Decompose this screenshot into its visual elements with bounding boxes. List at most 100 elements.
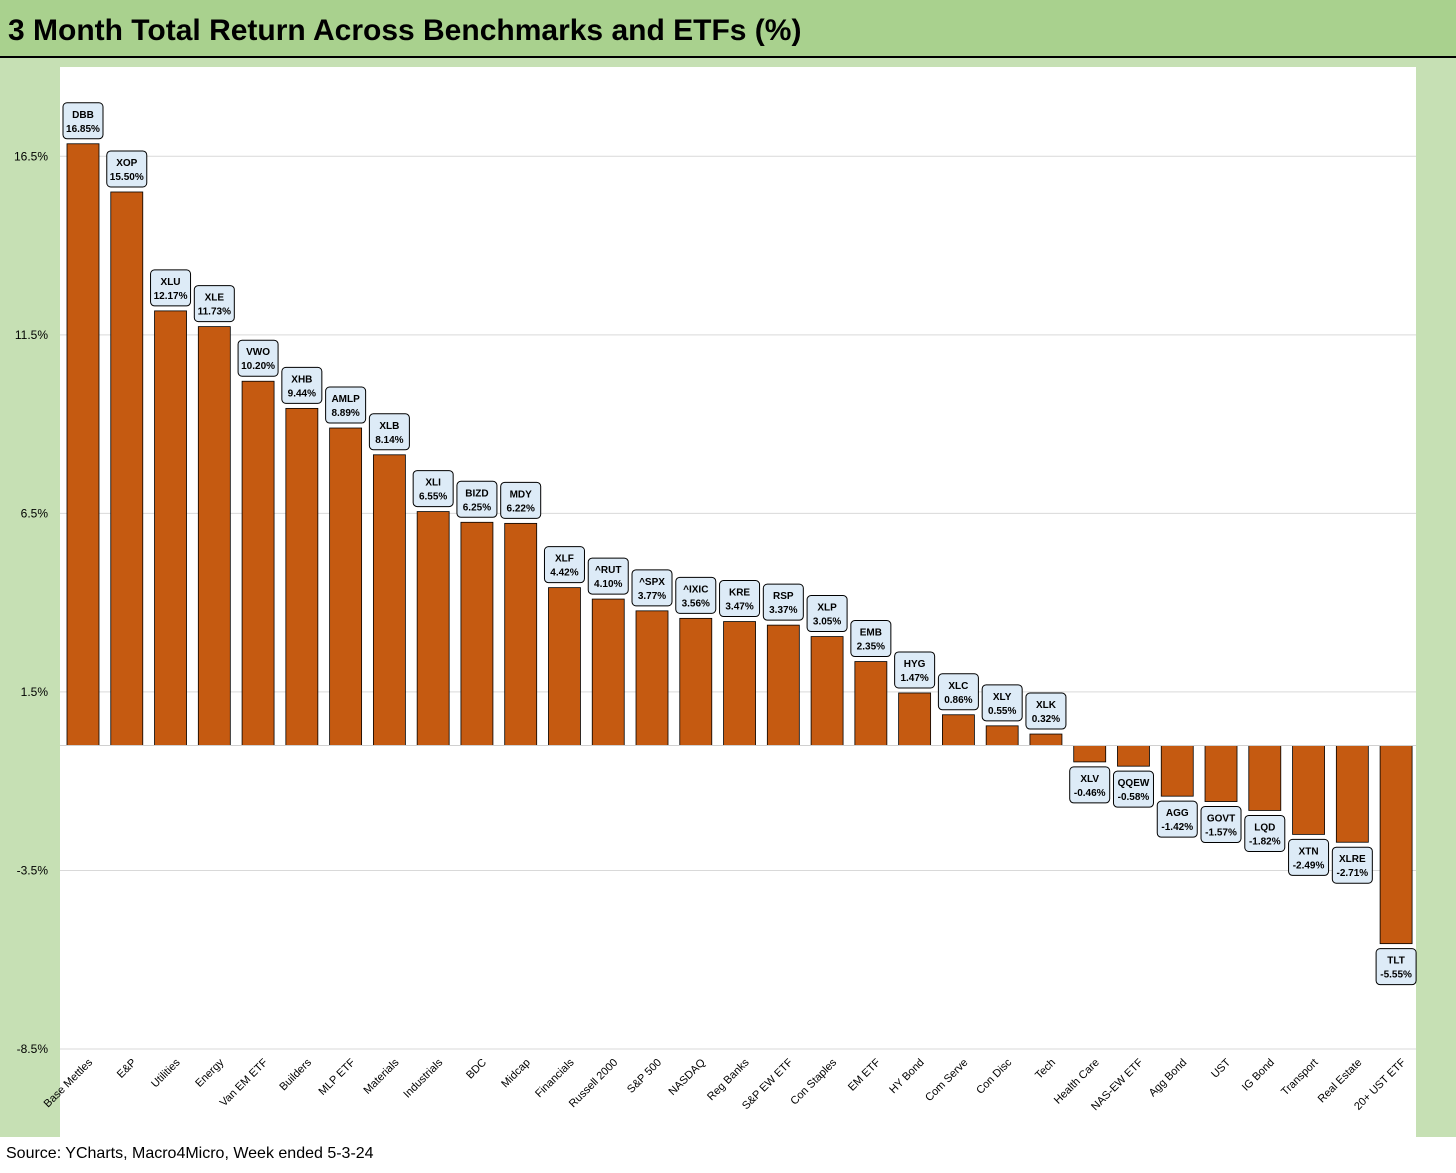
data-label: DBB 16.85%: [62, 102, 104, 140]
bar: [1379, 745, 1413, 945]
data-label-box: [193, 285, 235, 323]
data-label-ticker: MDY: [510, 489, 533, 500]
data-label: XLP 3.05%: [806, 595, 848, 633]
bar: [679, 617, 713, 746]
y-tick-label: -3.5%: [17, 863, 49, 877]
bar: [329, 427, 363, 746]
data-label-value: 3.56%: [682, 598, 710, 609]
data-label-value: 6.22%: [507, 503, 535, 514]
data-label-ticker: DBB: [72, 110, 94, 121]
y-tick-label: 6.5%: [21, 506, 49, 520]
data-label-box: [62, 102, 104, 140]
data-label-ticker: XLI: [425, 478, 441, 489]
data-label-ticker: XLU: [161, 277, 181, 288]
bar: [898, 692, 932, 746]
data-label-value: 8.89%: [331, 408, 359, 419]
data-label-ticker: XLB: [379, 421, 399, 432]
data-label-box: [937, 673, 979, 711]
data-label-ticker: XLE: [205, 293, 225, 304]
bar: [1160, 745, 1194, 797]
bar: [197, 326, 231, 746]
bar: [766, 624, 800, 746]
source-note: Source: YCharts, Macro4Micro, Week ended…: [6, 1145, 374, 1162]
data-label-box: [1112, 770, 1154, 808]
data-label-ticker: XLY: [993, 692, 1012, 703]
data-label-ticker: AGG: [1166, 808, 1189, 819]
data-label-box: [631, 569, 673, 607]
data-label-value: 15.50%: [110, 172, 144, 183]
bar: [66, 143, 100, 746]
bar: [1248, 745, 1282, 811]
data-label: XHB 9.44%: [281, 366, 323, 404]
data-label-box: [1069, 766, 1111, 804]
data-label: BIZD 6.25%: [456, 480, 498, 518]
data-label-value: 3.77%: [638, 591, 666, 602]
data-label-value: -0.46%: [1074, 788, 1106, 799]
data-label: AGG -1.42%: [1156, 800, 1198, 838]
y-tick-label: 16.5%: [14, 149, 48, 163]
data-label: QQEW -0.58%: [1112, 770, 1154, 808]
data-label-box: [806, 595, 848, 633]
data-label: AMLP 8.89%: [325, 386, 367, 424]
data-label-value: 0.86%: [944, 695, 972, 706]
data-label: ^IXIC 3.56%: [675, 576, 717, 614]
data-label-box: [543, 546, 585, 584]
data-label-box: [106, 150, 148, 188]
bars: [66, 143, 1413, 945]
data-label-value: -2.49%: [1293, 860, 1325, 871]
data-label-ticker: XLF: [555, 554, 574, 565]
bar: [1335, 745, 1369, 843]
data-label-box: [1288, 838, 1330, 876]
data-label: XLC 0.86%: [937, 673, 979, 711]
data-label-box: [1244, 814, 1286, 852]
data-label-ticker: EMB: [860, 628, 882, 639]
data-label-ticker: XLC: [948, 681, 968, 692]
bar: [1292, 745, 1325, 835]
bar: [1204, 745, 1238, 802]
bar: [416, 511, 450, 746]
data-label: XLU 12.17%: [150, 269, 192, 307]
data-label-value: 11.73%: [198, 307, 231, 318]
data-label-box: [1200, 806, 1242, 844]
data-label-box: [456, 480, 498, 518]
data-label-ticker: XLRE: [1339, 854, 1366, 865]
y-axis-ticks: -8.5% -3.5% 1.5% 6.5% 11.5% 16.5%: [14, 149, 48, 1056]
data-label-ticker: KRE: [729, 588, 750, 599]
data-label-value: 10.20%: [241, 361, 275, 372]
bar: [372, 454, 406, 746]
data-label: TLT -5.55%: [1375, 948, 1417, 986]
data-label: XLK 0.32%: [1025, 692, 1067, 730]
data-label-box: [368, 413, 410, 451]
data-label: ^RUT 4.10%: [587, 557, 629, 595]
data-label-box: [1331, 846, 1373, 884]
data-label-value: -1.57%: [1205, 828, 1237, 839]
data-label-value: 4.10%: [594, 579, 622, 590]
data-label-box: [325, 386, 367, 424]
y-tick-label: 11.5%: [15, 328, 48, 342]
data-label-value: -1.82%: [1249, 836, 1281, 847]
data-label-ticker: XTN: [1299, 846, 1319, 857]
bar: [110, 191, 144, 746]
footer: Source: YCharts, Macro4Micro, Week ended…: [0, 1137, 1456, 1173]
data-label-ticker: LQD: [1254, 822, 1275, 833]
data-label-box: [894, 651, 936, 689]
data-label: XLRE -2.71%: [1331, 846, 1373, 884]
bar: [985, 725, 1019, 746]
data-label: RSP 3.37%: [762, 583, 804, 621]
data-label-value: 2.35%: [857, 642, 885, 653]
data-label-value: -2.71%: [1336, 868, 1368, 879]
bar: [241, 380, 275, 746]
data-label-box: [587, 557, 629, 595]
data-label-ticker: BIZD: [465, 488, 488, 499]
data-label: XLY 0.55%: [981, 684, 1023, 722]
data-label-ticker: AMLP: [331, 394, 360, 405]
data-label-value: 3.37%: [769, 605, 797, 616]
data-label: ^SPX 3.77%: [631, 569, 673, 607]
data-label-box: [281, 366, 323, 404]
y-tick-label: 1.5%: [21, 685, 49, 699]
bar: [154, 310, 187, 746]
data-label: EMB 2.35%: [850, 620, 892, 658]
data-label: GOVT -1.57%: [1200, 806, 1242, 844]
data-label-ticker: XLV: [1080, 774, 1099, 785]
data-label-ticker: TLT: [1387, 956, 1405, 967]
